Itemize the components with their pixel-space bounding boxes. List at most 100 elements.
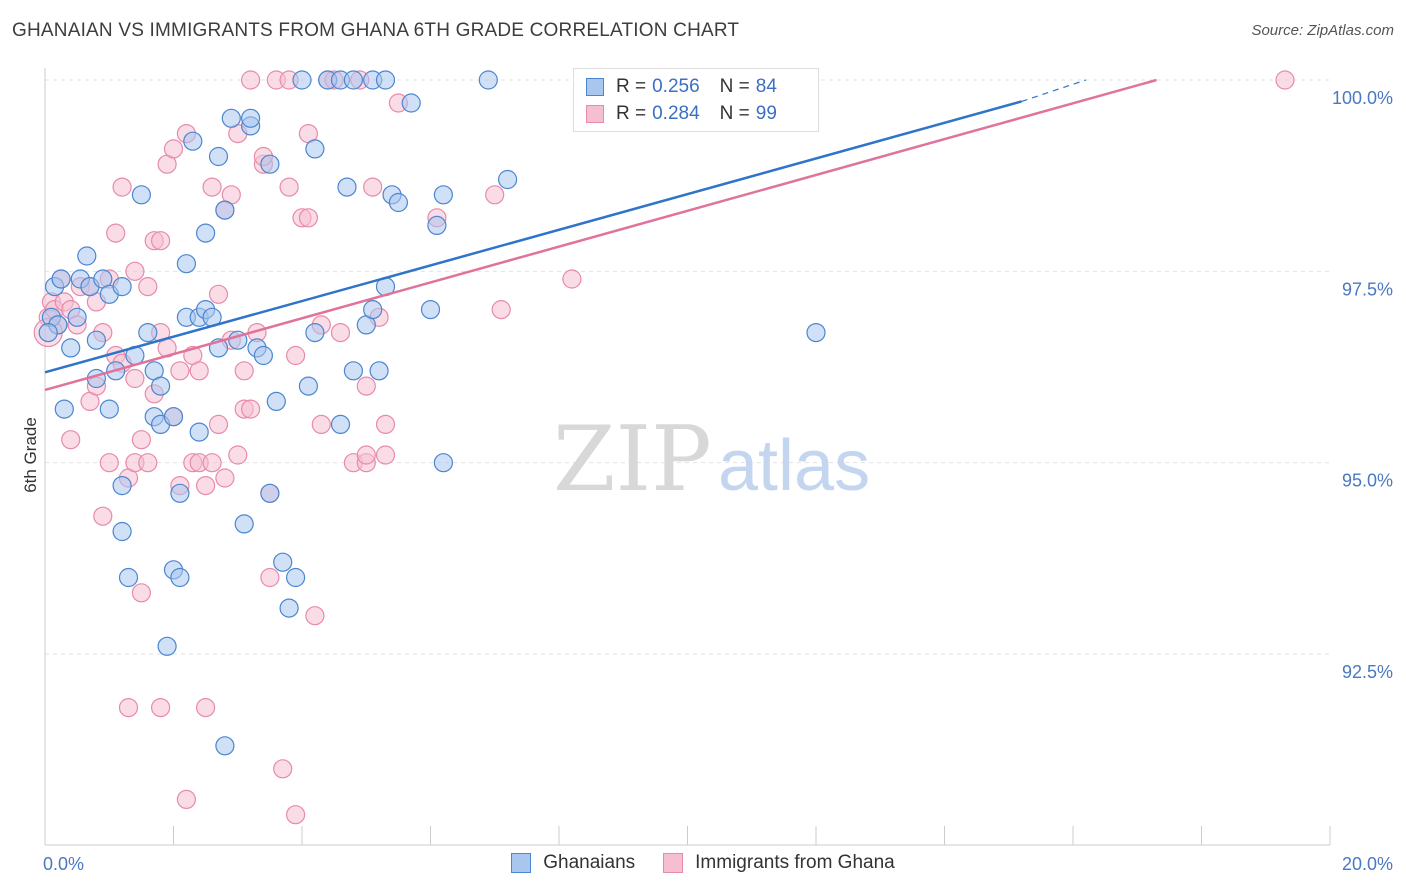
ghanaians-point [67,307,87,327]
series-ghanaians-points [38,70,826,756]
bottom-legend-label: Ghanaians [543,852,636,873]
immigrants-point [112,177,132,197]
chart-title: GHANAIAN VS IMMIGRANTS FROM GHANA 6TH GR… [12,20,740,41]
ghanaians-point [157,636,177,656]
x-tick-labels: 0.0% 20.0% [43,854,1393,874]
immigrants-point [170,361,190,381]
legend-r-value: 0.256 [652,76,700,97]
ghanaians-point [806,323,826,343]
source-label: Source: ZipAtlas.com [1251,22,1394,39]
ghanaians-point [176,254,196,274]
legend-r-value: 0.284 [652,103,700,124]
trend-lines [44,78,1157,392]
legend-swatch-blue [586,78,604,96]
ghanaians-point [305,139,325,159]
immigrants-point [151,697,171,718]
immigrants-point [298,208,318,228]
y-axis-label: 6th Grade [21,417,40,493]
ghanaians-point [112,521,132,542]
ghanaians-point [298,376,318,396]
ghanaians-point [99,399,119,419]
bottom-legend-swatch-blue [511,853,532,873]
immigrants-point [562,269,582,289]
immigrants-point [1275,70,1295,90]
immigrants-point [208,414,229,434]
ghanaians-point [337,177,357,197]
bottom-legend-ghanaians[interactable]: Ghanaians [511,852,635,874]
immigrants-point [311,414,331,434]
y-tick-label: 97.5% [1342,279,1393,299]
immigrants-point [286,345,306,366]
immigrants-point [99,453,119,473]
legend: R = 0.256 N = 84 R = 0.284 N = 99 [573,68,819,132]
trend-line-immigrants [44,78,1157,392]
trend-line-ghanaians [44,100,1022,374]
immigrants-point [189,361,209,381]
ghanaians-point [118,567,139,588]
ghanaians-point [343,70,363,90]
immigrants-point [241,399,261,419]
ghanaians-point [266,391,286,411]
ghanaians-point [241,108,261,128]
ghanaians-point [54,399,74,419]
ghanaians-point [131,185,151,205]
immigrants-point [106,223,126,243]
ghanaians-point [420,300,441,320]
bottom-legend: Ghanaians Immigrants from Ghana [0,852,1406,874]
ghanaians-point [170,567,190,588]
trend-line-ghanaians-extension [1021,79,1087,102]
ghanaians-point [163,407,184,427]
ghanaians-point [401,93,421,113]
immigrants-point [138,453,158,473]
ghanaians-point [260,154,280,174]
y-tick-label: 100.0% [1332,88,1393,108]
ghanaians-point [183,131,203,151]
ghanaians-point [51,269,71,289]
ghanaians-point [112,277,132,297]
bottom-legend-immigrants[interactable]: Immigrants from Ghana [663,852,895,874]
ghanaians-point [330,414,351,434]
immigrants-point [176,789,196,810]
ghanaians-point [433,453,453,473]
legend-n-value: 84 [755,76,777,97]
immigrants-point [138,277,158,297]
ghanaians-point [196,223,216,243]
immigrants-point [131,430,151,450]
immigrants-point [375,445,396,465]
immigrants-point [356,376,376,396]
immigrants-point [93,506,113,526]
ghanaians-point [478,70,498,90]
legend-n-value: 99 [755,103,777,124]
immigrants-point [61,430,81,450]
ghanaians-point [189,422,209,442]
immigrants-point [375,414,396,434]
immigrants-point [260,567,280,588]
legend-n-label: N = [719,76,750,97]
ghanaians-point [292,70,312,90]
x-tick-label: 20.0% [1342,854,1393,874]
immigrants-point [356,445,376,465]
y-tick-labels: 100.0% 97.5% 95.0% 92.5% [1332,88,1393,682]
immigrants-point [208,284,229,304]
ghanaians-point [388,192,408,213]
ghanaians-point [215,736,235,756]
y-tick-label: 92.5% [1342,662,1393,682]
legend-row-immigrants: R = 0.284 N = 99 [586,101,783,127]
legend-row-ghanaians: R = 0.256 N = 84 [586,74,783,100]
immigrants-point [163,139,184,159]
ghanaians-point [253,345,273,366]
ghanaians-point [363,300,383,320]
x-tick-label: 0.0% [43,854,84,874]
ghanaians-point [38,323,58,343]
immigrants-point [228,445,248,465]
immigrants-point [279,177,299,197]
ghanaians-point [208,146,229,167]
ghanaians-point [498,169,518,190]
immigrants-point [125,261,145,281]
immigrants-point [286,805,306,825]
immigrants-point [305,606,325,626]
immigrants-point [131,583,151,603]
ghanaians-point [170,483,190,503]
immigrants-point [196,476,216,496]
ghanaians-point [61,338,81,358]
